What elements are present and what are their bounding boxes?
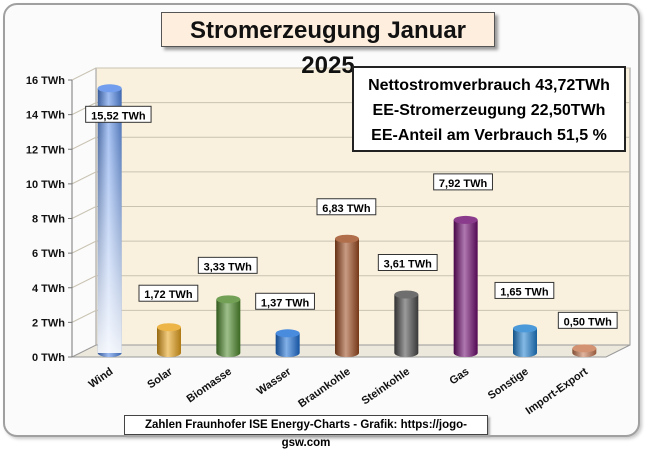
bar-body	[394, 294, 419, 357]
data-label-box	[433, 173, 493, 191]
bar-import-export	[572, 344, 597, 357]
x-tick-label: Steinkohle	[360, 366, 412, 408]
x-tick-label: Import-Export	[524, 365, 591, 417]
x-tick-label: Wasser	[255, 365, 294, 397]
data-label: 1,72 TWh	[138, 284, 199, 302]
bar-body	[216, 299, 241, 357]
bar-cap	[453, 215, 478, 224]
gridline-side	[71, 206, 97, 219]
data-label: 3,61 TWh	[377, 254, 438, 272]
bar-wind	[97, 84, 122, 357]
data-label-text: 3,61 TWh	[384, 259, 433, 271]
data-label-box	[197, 256, 258, 274]
bar-cap	[157, 323, 181, 332]
data-label-box	[494, 281, 555, 299]
data-label-box	[316, 198, 377, 216]
bar-body	[513, 328, 537, 357]
bar-sonstige	[513, 324, 537, 357]
bar-cap	[216, 295, 241, 304]
bar-cap	[97, 84, 122, 93]
y-tick-label: 14 TWh	[26, 110, 65, 122]
chart-title: Stromerzeugung Januar 2025	[161, 12, 495, 79]
bar-body	[453, 219, 478, 357]
bar-cap	[275, 329, 300, 338]
x-tick-label: Solar	[145, 365, 175, 391]
y-tick-label: 10 TWh	[26, 179, 65, 191]
data-label: 0,50 TWh	[557, 311, 618, 329]
x-axis-ticks: Wind Solar Biomasse Wasser Braunkohle Steinko…	[87, 365, 591, 417]
bar-cap	[572, 344, 597, 353]
x-tick-label: Wind	[87, 366, 116, 391]
data-label-text: 7,92 TWh	[439, 178, 488, 190]
data-label-box	[377, 254, 438, 272]
data-label-text: 1,37 TWh	[261, 297, 310, 309]
data-label: 6,83 TWh	[316, 198, 377, 216]
bar-biomasse	[216, 295, 241, 357]
summary-share: EE-Anteil am Verbrauch 51,5 %	[371, 127, 607, 144]
source-footer: Zahlen Fraunhofer ISE Energy-Charts - Gr…	[124, 415, 488, 449]
bar-body	[335, 238, 359, 357]
y-tick-label: 8 TWh	[32, 214, 65, 226]
bar-cap	[394, 290, 419, 299]
data-label-text: 1,65 TWh	[500, 286, 549, 298]
data-label-text: 0,50 TWh	[564, 316, 613, 328]
bar-body	[157, 327, 181, 357]
data-label: 15,52 TWh	[85, 105, 152, 123]
summary-renewables: EE-Stromerzeugung 22,50TWh	[372, 102, 606, 119]
data-label-text: 3,33 TWh	[204, 261, 253, 273]
data-label: 7,92 TWh	[433, 173, 493, 191]
bar-cap	[513, 324, 537, 333]
data-label-box	[138, 284, 199, 302]
data-labels: 15,52 TWh 1,72 TWh 3,33 TWh 1,37 TWh 6,83 TW…	[85, 105, 618, 329]
y-tick-label: 0 TWh	[32, 352, 65, 364]
data-label-box	[255, 292, 315, 310]
bar-body	[275, 333, 300, 357]
y-tick-label: 16 TWh	[26, 75, 65, 87]
bar-cap	[335, 234, 359, 243]
data-label: 1,65 TWh	[494, 281, 555, 299]
bar-gas	[453, 215, 478, 357]
x-tick-label: Braunkohle	[296, 366, 352, 411]
gridline-side	[71, 171, 97, 185]
x-tick-label: Gas	[447, 366, 471, 388]
gridline-side	[71, 67, 97, 81]
gridline-side	[71, 275, 97, 289]
y-axis-ticks: 0 TWh 2 TWh 4 TWh 6 TWh 8 TWh 10 TWh 12 TWh 14 …	[26, 75, 72, 364]
gridline-side	[71, 136, 97, 150]
data-label-text: 1,72 TWh	[144, 289, 193, 301]
data-label: 3,33 TWh	[197, 256, 258, 274]
x-tick-label: Biomasse	[185, 366, 234, 406]
y-tick-label: 12 TWh	[26, 144, 65, 156]
y-tick-label: 6 TWh	[32, 248, 65, 260]
bar-steinkohle	[394, 290, 419, 357]
data-label-text: 6,83 TWh	[322, 203, 371, 215]
data-label-text: 15,52 TWh	[91, 110, 146, 122]
y-tick-label: 4 TWh	[32, 283, 65, 295]
gridline-side	[71, 309, 97, 323]
data-label: 1,37 TWh	[255, 292, 315, 310]
bars	[97, 84, 597, 357]
bar-solar	[157, 323, 181, 357]
gridline-side	[71, 102, 97, 116]
y-tick-label: 2 TWh	[32, 317, 65, 329]
summary-box: Nettostromverbrauch 43,72TWh EE-Stromerz…	[352, 66, 626, 152]
gridline-side	[71, 240, 97, 254]
summary-consumption: Nettostromverbrauch 43,72TWh	[368, 77, 610, 94]
bar-braunkohle	[335, 234, 359, 357]
x-tick-label: Sonstige	[486, 366, 531, 402]
bar-highlight	[97, 88, 122, 353]
data-label-box	[557, 311, 618, 329]
bar-wasser	[275, 329, 300, 357]
data-label-box	[85, 105, 152, 123]
